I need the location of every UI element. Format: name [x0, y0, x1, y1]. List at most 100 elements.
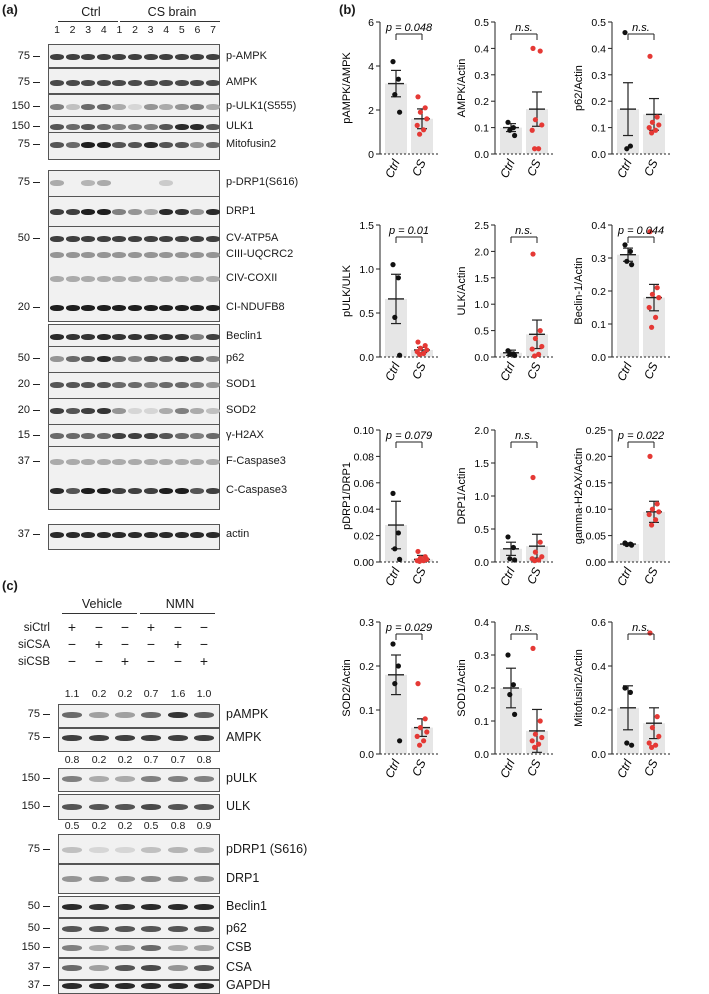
- blot-band: [65, 532, 80, 538]
- y-axis-label: Mitofusin2/Actin: [573, 649, 585, 727]
- data-point-ctrl: [629, 742, 635, 748]
- data-point-cs: [422, 105, 428, 111]
- data-point-ctrl: [629, 542, 635, 548]
- data-point-cs: [532, 146, 538, 152]
- data-point-ctrl: [397, 556, 403, 562]
- blot-row-label-f-caspase3: F-Caspase3: [226, 455, 286, 467]
- mw-marker: 75: [4, 138, 40, 150]
- mw-marker: 75: [14, 708, 50, 720]
- blot-band: [81, 180, 96, 186]
- panel-c-letter: (c): [2, 578, 18, 593]
- bar-ctrl: [617, 544, 639, 562]
- blot-band: [174, 104, 189, 110]
- blot-band: [65, 459, 80, 465]
- blot-band: [143, 408, 158, 414]
- data-point-cs: [654, 114, 660, 120]
- blot-strip: [58, 958, 220, 980]
- blot-band: [96, 104, 111, 110]
- data-point-cs: [415, 548, 421, 555]
- y-tick-label: 1.5: [474, 273, 489, 285]
- data-point-cs: [646, 304, 652, 311]
- condition-mark: +: [173, 636, 183, 652]
- ratio-value: 0.2: [117, 688, 133, 700]
- y-tick-label: 0.10: [354, 425, 375, 437]
- blot-row-label-actin: actin: [226, 528, 250, 540]
- data-point-cs: [653, 742, 659, 748]
- blot-band: [81, 236, 96, 242]
- data-point-ctrl: [507, 556, 513, 562]
- group-label-cs-brain: CS brain: [147, 5, 197, 19]
- data-point-cs: [414, 733, 420, 739]
- condition-mark: −: [67, 636, 77, 652]
- blot-band: [159, 80, 174, 86]
- blot-band: [128, 408, 142, 414]
- data-point-cs: [646, 740, 652, 746]
- blot-band: [141, 847, 161, 853]
- blot-band: [65, 334, 80, 340]
- blot-band: [65, 80, 80, 86]
- x-category-label: CS: [641, 757, 661, 778]
- blot-band: [96, 408, 111, 414]
- data-point-ctrl: [505, 534, 511, 540]
- significance-annotation: p = 0.044: [617, 225, 664, 237]
- blot-band: [50, 459, 64, 465]
- y-axis-label: pDRP1/DRP1: [341, 462, 353, 530]
- blot-band: [141, 712, 161, 718]
- blot-band: [96, 459, 111, 465]
- blot-band: [89, 876, 109, 882]
- data-point-cs: [653, 314, 659, 320]
- significance-annotation: n.s.: [632, 22, 650, 34]
- mw-marker: 15: [4, 429, 40, 441]
- data-point-ctrl: [627, 143, 633, 149]
- blot-band: [128, 334, 142, 340]
- blot-band: [159, 124, 174, 130]
- chart-ampk-actin: 0.0 0.1 0.2 0.3 0.4 0.5 AMPK/Actin Ctrl CS n.s.: [456, 17, 553, 180]
- group-line-vehicle: [62, 613, 137, 614]
- lane-number: 5: [178, 24, 185, 36]
- data-point-cs: [649, 324, 655, 330]
- blot-band: [112, 209, 127, 215]
- blot-band: [65, 252, 80, 258]
- y-tick-label: 0.1: [359, 705, 374, 717]
- blot-band: [174, 532, 189, 538]
- blot-band: [143, 80, 158, 86]
- y-axis-label: SOD2/Actin: [341, 659, 353, 716]
- ratio-value: 1.6: [170, 688, 186, 700]
- y-tick-label: 0.5: [474, 17, 489, 29]
- blot-band: [190, 382, 205, 388]
- blot-band: [65, 305, 80, 311]
- ratio-value: 0.7: [170, 754, 186, 766]
- blot-band: [65, 124, 80, 130]
- blot-band: [128, 382, 142, 388]
- blot-band: [128, 305, 142, 311]
- lane-number: 2: [69, 24, 76, 36]
- blot-band: [174, 334, 189, 340]
- data-point-cs: [656, 509, 662, 515]
- blot-band: [190, 408, 205, 414]
- bar-ctrl: [385, 674, 407, 754]
- blot-band: [143, 305, 158, 311]
- blot-strip: [58, 834, 220, 864]
- chart-beclin-1-actin: 0.0 0.1 0.2 0.3 0.4 Beclin-1/Actin Ctrl CS p = 0…: [573, 220, 670, 383]
- y-tick-label: 0.3: [359, 617, 374, 629]
- y-tick-label: 1.0: [474, 491, 489, 503]
- blot-band: [96, 433, 111, 439]
- blot-band: [96, 236, 111, 242]
- condition-mark: +: [146, 619, 156, 635]
- blot-band: [115, 712, 135, 718]
- y-tick-label: 0.5: [474, 326, 489, 338]
- blot-band: [174, 209, 189, 215]
- blot-band: [174, 408, 189, 414]
- data-point-ctrl: [507, 692, 513, 698]
- blot-band: [168, 712, 188, 718]
- mw-marker: 37: [4, 528, 40, 540]
- blot-band: [141, 926, 161, 932]
- blot-band: [81, 142, 96, 148]
- y-tick-label: 0.6: [591, 617, 606, 629]
- y-tick-label: 0.3: [591, 70, 606, 82]
- y-tick-label: 0.5: [591, 17, 606, 29]
- significance-annotation: n.s.: [632, 622, 650, 634]
- blot-strip: [58, 704, 220, 728]
- data-point-cs: [646, 511, 652, 518]
- data-point-ctrl: [390, 490, 396, 496]
